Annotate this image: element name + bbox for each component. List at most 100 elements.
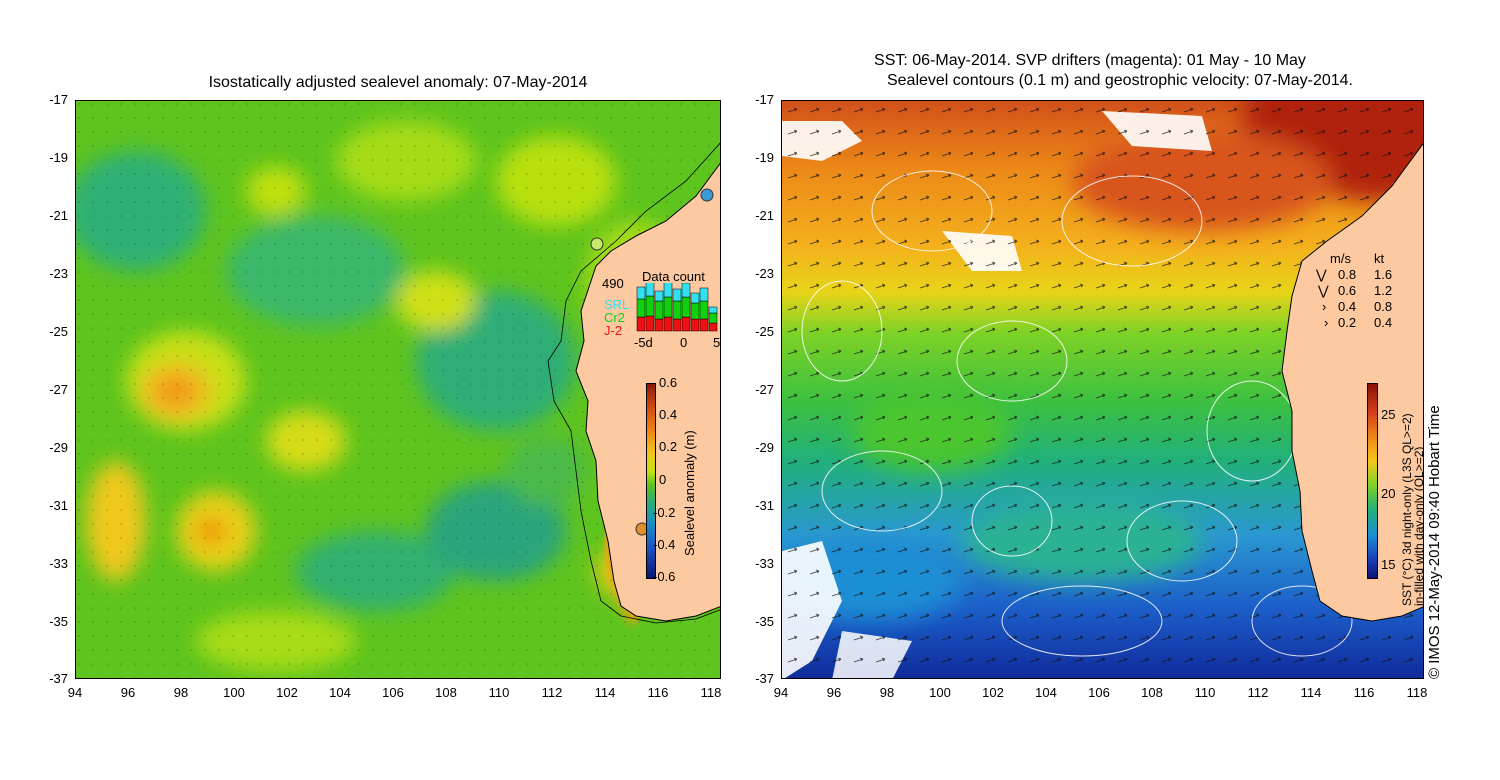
imos-credit: © IMOS 12-May-2014 09:40 Hobart Time bbox=[1426, 405, 1443, 679]
x-tick: 96 bbox=[826, 685, 842, 700]
y-tick: -27 bbox=[49, 382, 68, 397]
data-count-bar bbox=[636, 316, 646, 332]
x-tick: 106 bbox=[1088, 685, 1110, 700]
x-tick: 94 bbox=[773, 685, 789, 700]
speed-ms: 0.2 bbox=[1338, 315, 1357, 330]
data-count-bar bbox=[672, 288, 682, 302]
sla-cb-tick: 0.2 bbox=[659, 439, 678, 454]
y-tick: -35 bbox=[755, 614, 774, 629]
speed-kt: 1.6 bbox=[1374, 267, 1393, 282]
sla-map[interactable]: 490 Data count SRL Cr2 J-2 -5d 0 5 0.6 0… bbox=[75, 100, 721, 679]
speed-ms: 0.6 bbox=[1338, 283, 1357, 298]
speed-legend-header-kt: kt bbox=[1374, 251, 1385, 266]
sla-cb-tick: 0 bbox=[659, 472, 667, 487]
data-count-bar bbox=[708, 306, 718, 314]
sla-map-svg bbox=[76, 101, 720, 678]
shelf-contour bbox=[547, 142, 720, 624]
data-count-number: 490 bbox=[602, 276, 624, 291]
x-tick: 98 bbox=[173, 685, 189, 700]
data-count-bar bbox=[663, 283, 673, 298]
y-tick: -37 bbox=[49, 671, 68, 686]
speed-arrow-icon: ⋁ bbox=[1316, 267, 1327, 282]
x-tick: 104 bbox=[1035, 685, 1057, 700]
data-count-xtick: 0 bbox=[680, 335, 688, 350]
data-count-bar bbox=[681, 283, 691, 298]
y-tick: -31 bbox=[49, 498, 68, 513]
speed-arrow-icon: ⋁ bbox=[1318, 283, 1329, 298]
sst-cb-tick: 25 bbox=[1381, 407, 1396, 422]
x-tick: 102 bbox=[982, 685, 1004, 700]
y-tick: -33 bbox=[49, 556, 68, 571]
speed-arrow-icon: › bbox=[1324, 315, 1329, 330]
sst-map-svg bbox=[782, 101, 1423, 678]
x-tick: 96 bbox=[120, 685, 136, 700]
x-tick: 102 bbox=[276, 685, 298, 700]
sst-cb-tick: 15 bbox=[1381, 557, 1396, 572]
y-tick: -21 bbox=[49, 208, 68, 223]
data-count-bar bbox=[690, 302, 700, 320]
sst-colorbar-label2: in-filled with day-only (QL>=2) bbox=[1412, 446, 1424, 606]
x-tick: 98 bbox=[879, 685, 895, 700]
data-count-bar bbox=[654, 290, 664, 302]
data-count-bar bbox=[654, 300, 664, 320]
right-panel-title-line1: SST: 06-May-2014. SVP drifters (magenta)… bbox=[874, 52, 1306, 69]
legend-srl: SRL bbox=[604, 297, 630, 312]
sla-colorbar-label: Sealevel anomaly (m) bbox=[682, 430, 697, 556]
data-count-bar bbox=[699, 300, 709, 320]
sla-cb-tick: 0.6 bbox=[659, 375, 678, 390]
y-tick: -27 bbox=[755, 382, 774, 397]
speed-ms: 0.8 bbox=[1338, 267, 1357, 282]
sla-cb-tick: 0.4 bbox=[659, 407, 678, 422]
data-count-xtick: -5d bbox=[634, 335, 653, 350]
y-tick: -23 bbox=[49, 266, 68, 281]
speed-arrow-icon: › bbox=[1322, 299, 1327, 314]
x-tick: 106 bbox=[382, 685, 404, 700]
left-panel-title: Isostatically adjusted sealevel anomaly:… bbox=[208, 74, 588, 91]
x-tick: 112 bbox=[1247, 685, 1269, 700]
x-tick: 116 bbox=[647, 685, 669, 700]
data-count-bar bbox=[645, 295, 655, 317]
y-tick: -23 bbox=[755, 266, 774, 281]
sla-cb-tick: -0.6 bbox=[653, 569, 676, 584]
data-count-xtick: 5 bbox=[713, 335, 721, 350]
data-count-inset: 490 Data count SRL Cr2 J-2 -5d 0 5 bbox=[594, 267, 721, 352]
tide-gauge-marker bbox=[700, 188, 714, 202]
x-tick: 110 bbox=[488, 685, 510, 700]
sla-colorbar bbox=[646, 383, 656, 579]
y-tick: -25 bbox=[755, 324, 774, 339]
data-count-bar bbox=[690, 318, 700, 332]
x-tick: 110 bbox=[1194, 685, 1216, 700]
tide-gauge-marker bbox=[590, 237, 604, 251]
x-tick: 118 bbox=[700, 685, 722, 700]
x-tick: 116 bbox=[1353, 685, 1375, 700]
data-count-bar bbox=[654, 318, 664, 332]
australia-land bbox=[1281, 142, 1423, 622]
y-tick: -19 bbox=[755, 150, 774, 165]
x-tick: 114 bbox=[1300, 685, 1322, 700]
data-count-bar bbox=[672, 318, 682, 332]
speed-ms: 0.4 bbox=[1338, 299, 1357, 314]
sst-colorbar-ticks: 25 20 15 bbox=[1381, 383, 1405, 583]
data-count-bar bbox=[645, 283, 655, 297]
data-count-bars bbox=[636, 283, 718, 332]
data-count-bar bbox=[636, 286, 646, 300]
sst-colorbar bbox=[1367, 383, 1378, 579]
data-count-bar bbox=[708, 322, 718, 332]
sst-cb-tick: 20 bbox=[1381, 486, 1396, 501]
speed-kt: 0.8 bbox=[1374, 299, 1393, 314]
x-tick: 94 bbox=[67, 685, 83, 700]
x-tick: 118 bbox=[1406, 685, 1428, 700]
data-count-bar bbox=[708, 312, 718, 324]
right-panel-title-line2: Sealevel contours (0.1 m) and geostrophi… bbox=[886, 72, 1353, 89]
y-tick: -21 bbox=[755, 208, 774, 223]
legend-cr2: Cr2 bbox=[604, 310, 625, 325]
data-count-bar bbox=[681, 296, 691, 318]
y-tick: -35 bbox=[49, 614, 68, 629]
data-count-bar bbox=[690, 292, 700, 304]
sealevel-contours bbox=[801, 170, 1353, 657]
sla-cb-tick: -0.4 bbox=[653, 537, 676, 552]
speed-legend-header-ms: m/s bbox=[1330, 251, 1351, 266]
x-tick: 108 bbox=[435, 685, 457, 700]
data-count-title: Data count bbox=[642, 269, 705, 284]
sst-map[interactable]: m/s kt ⋁ 0.8 1.6 ⋁ 0.6 1.2 › 0.4 0.8 › 0… bbox=[781, 100, 1424, 679]
